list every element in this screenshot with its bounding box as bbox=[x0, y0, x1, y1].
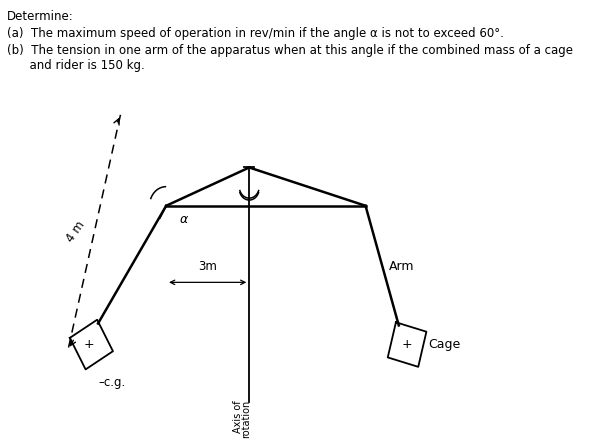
Text: 3m: 3m bbox=[198, 260, 217, 273]
Text: (a)  The maximum speed of operation in rev/min if the angle α is not to exceed 6: (a) The maximum speed of operation in re… bbox=[7, 27, 504, 40]
Text: Arm: Arm bbox=[389, 260, 415, 272]
Text: rotation: rotation bbox=[241, 400, 251, 438]
Text: –c.g.: –c.g. bbox=[98, 377, 125, 389]
Text: Determine:: Determine: bbox=[7, 10, 73, 23]
Text: (b)  The tension in one arm of the apparatus when at this angle if the combined : (b) The tension in one arm of the appara… bbox=[7, 44, 573, 57]
Text: +: + bbox=[84, 338, 94, 351]
Text: Cage: Cage bbox=[428, 338, 461, 351]
Text: Axis of: Axis of bbox=[233, 400, 242, 433]
Text: 4 m: 4 m bbox=[64, 219, 88, 245]
Text: +: + bbox=[402, 338, 413, 351]
Text: $\alpha$: $\alpha$ bbox=[179, 213, 190, 225]
Text: and rider is 150 kg.: and rider is 150 kg. bbox=[7, 59, 144, 72]
